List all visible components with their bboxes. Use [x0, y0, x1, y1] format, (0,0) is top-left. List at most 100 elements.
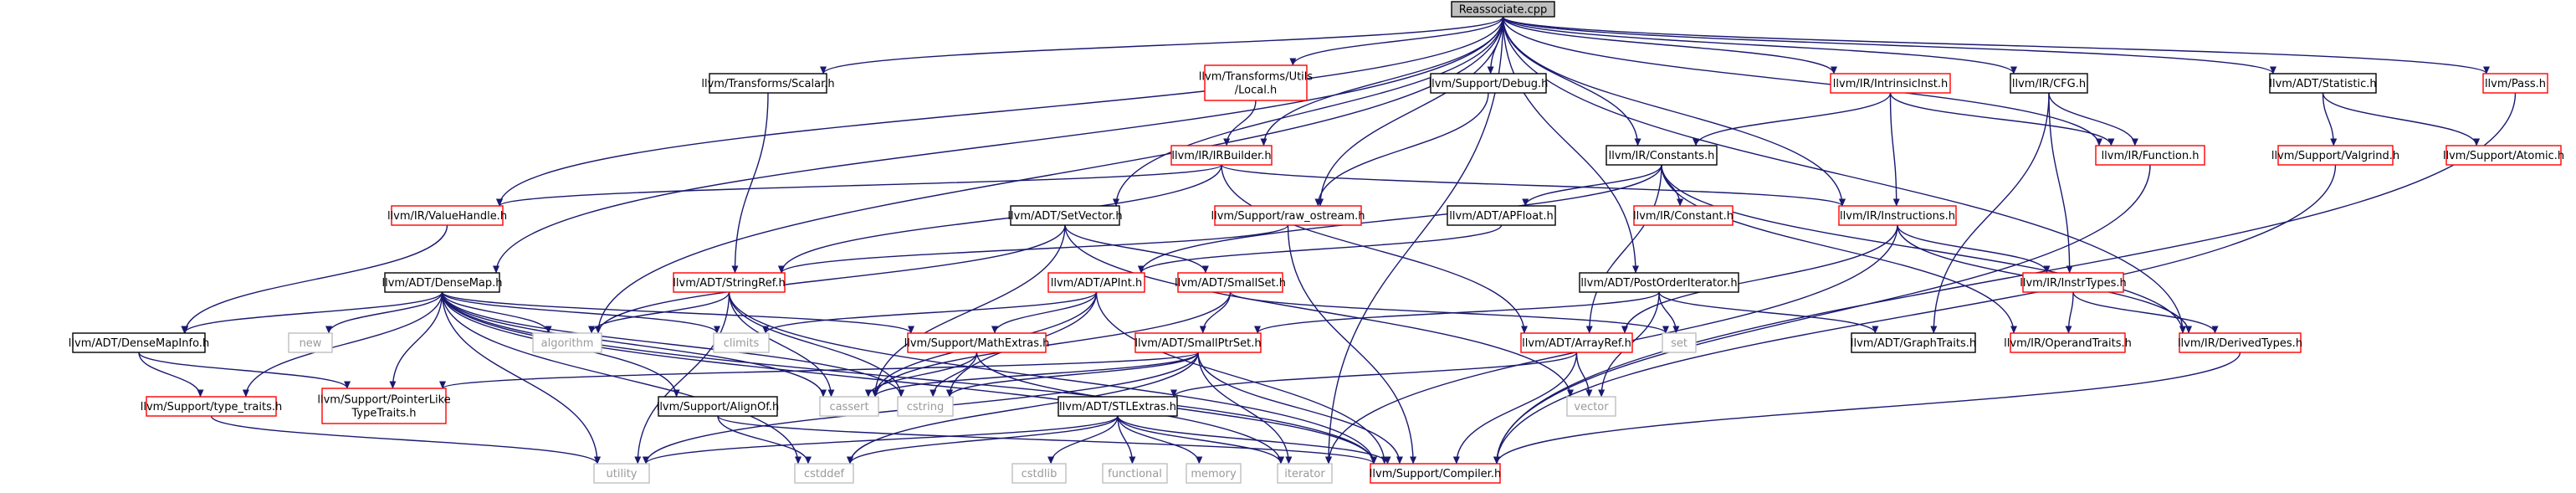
- node-densemapinfo[interactable]: llvm/ADT/DenseMapInfo.h: [69, 332, 209, 353]
- node-cstddef[interactable]: cstddef: [794, 463, 854, 484]
- node-apfloat[interactable]: llvm/ADT/APFloat.h: [1447, 205, 1556, 226]
- node-irbuilder[interactable]: llvm/IR/IRBuilder.h: [1170, 145, 1273, 166]
- node-apint-box: [1047, 272, 1145, 293]
- node-valgrind[interactable]: llvm/Support/Valgrind.h: [2271, 145, 2399, 166]
- node-stringref[interactable]: llvm/ADT/StringRef.h: [673, 272, 786, 293]
- node-alignof-label: llvm/Support/AlignOf.h: [657, 401, 780, 413]
- node-cstdlib[interactable]: cstdlib: [1011, 463, 1067, 484]
- edge-constants-to-apfloat: [1522, 164, 1662, 207]
- node-new-label: new: [300, 337, 322, 350]
- node-intrinsic-box: [1830, 73, 1951, 94]
- node-smallptrset-box: [1134, 332, 1262, 353]
- node-graphtraits[interactable]: llvm/ADT/GraphTraits.h: [1851, 332, 1976, 353]
- node-instructions-box: [1838, 205, 1957, 226]
- node-cfg-box: [2010, 73, 2088, 94]
- edge-instrtypes-to-operandtraits: [2065, 291, 2074, 334]
- node-algorithm[interactable]: algorithm: [532, 332, 602, 353]
- node-new[interactable]: new: [288, 332, 333, 353]
- node-pointerlike-label: TypeTraits.h: [351, 408, 416, 420]
- node-compiler[interactable]: llvm/Support/Compiler.h: [1370, 463, 1501, 484]
- edge-smallset-to-cassert: [872, 291, 1232, 398]
- edge-instructions-to-instrtypes: [1897, 224, 2051, 274]
- node-cassert[interactable]: cassert: [819, 396, 879, 417]
- node-instructions[interactable]: llvm/IR/Instructions.h: [1838, 205, 1957, 226]
- node-root-label: Reassociate.cpp: [1459, 4, 1548, 17]
- node-functional[interactable]: functional: [1102, 463, 1168, 484]
- node-cstring-label: cstring: [907, 401, 944, 413]
- edge-root-to-local: [1289, 16, 1504, 66]
- node-constant[interactable]: llvm/IR/Constant.h: [1633, 205, 1734, 226]
- edge-root-to-postorder: [1502, 16, 1640, 274]
- node-smallset[interactable]: llvm/ADT/SmallSet.h: [1175, 272, 1286, 293]
- node-typetraits[interactable]: llvm/Support/type_traits.h: [141, 396, 283, 417]
- edge-root-to-cfg: [1502, 16, 2017, 74]
- node-compiler-box: [1370, 463, 1501, 484]
- edge-scalar-to-stringref: [731, 92, 769, 274]
- node-set[interactable]: set: [1662, 332, 1697, 353]
- edge-rawostream-to-compiler: [1287, 224, 1417, 465]
- node-constants[interactable]: llvm/IR/Constants.h: [1606, 145, 1718, 166]
- node-intrinsic[interactable]: llvm/IR/IntrinsicInst.h: [1830, 73, 1951, 94]
- node-local-label: llvm/Transforms/Utils: [1199, 71, 1314, 84]
- node-cfg[interactable]: llvm/IR/CFG.h: [2010, 73, 2088, 94]
- node-root[interactable]: Reassociate.cpp: [1451, 1, 1555, 18]
- node-derivedtypes[interactable]: llvm/IR/DerivedTypes.h: [2178, 332, 2302, 353]
- node-valuehandle[interactable]: llvm/IR/ValueHandle.h: [387, 205, 507, 226]
- node-iterator[interactable]: iterator: [1277, 463, 1333, 484]
- node-utility[interactable]: utility: [593, 463, 650, 484]
- edge-root-to-function: [1502, 16, 2102, 146]
- node-statistic[interactable]: llvm/ADT/Statistic.h: [2269, 73, 2377, 94]
- node-densemap[interactable]: llvm/ADT/DenseMap.h: [382, 272, 503, 293]
- node-pass[interactable]: llvm/Pass.h: [2482, 73, 2548, 94]
- node-stlextras-box: [1058, 396, 1178, 417]
- node-functional-box: [1102, 463, 1168, 484]
- edge-postorder-to-smallptrset: [1254, 291, 1660, 334]
- node-stlextras[interactable]: llvm/ADT/STLExtras.h: [1058, 396, 1178, 417]
- node-instrtypes[interactable]: llvm/IR/InstrTypes.h: [2020, 272, 2127, 293]
- node-cstddef-label: cstddef: [804, 468, 845, 480]
- edge-stringref-to-algorithm: [588, 291, 730, 334]
- node-smallptrset[interactable]: llvm/ADT/SmallPtrSet.h: [1134, 332, 1262, 353]
- node-alignof[interactable]: llvm/Support/AlignOf.h: [657, 396, 780, 417]
- node-climits-label: climits: [724, 337, 760, 350]
- node-arrayref[interactable]: llvm/ADT/ArrayRef.h: [1520, 332, 1633, 353]
- node-rawostream[interactable]: llvm/Support/raw_ostream.h: [1211, 205, 1365, 226]
- node-rawostream-label: llvm/Support/raw_ostream.h: [1211, 210, 1365, 223]
- node-operandtraits[interactable]: llvm/IR/OperandTraits.h: [2004, 332, 2132, 353]
- edge-stlextras-to-functional: [1117, 415, 1136, 465]
- node-intrinsic-label: llvm/IR/IntrinsicInst.h: [1833, 78, 1948, 90]
- edge-alignof-to-cstddef: [717, 415, 812, 465]
- edge-densemap-to-algorithm: [441, 291, 552, 334]
- node-mathextras[interactable]: llvm/Support/MathExtras.h: [904, 332, 1050, 353]
- node-scalar-box: [709, 73, 827, 94]
- edge-mathextras-to-cstring: [930, 352, 978, 398]
- node-climits[interactable]: climits: [713, 332, 770, 353]
- node-mathextras-box: [907, 332, 1047, 353]
- node-memory[interactable]: memory: [1186, 463, 1242, 484]
- node-postorder[interactable]: llvm/ADT/PostOrderIterator.h: [1579, 272, 1739, 293]
- edge-densemap-to-cstddef: [441, 291, 801, 465]
- node-apint[interactable]: llvm/ADT/APInt.h: [1047, 272, 1145, 293]
- edge-statistic-to-atomic: [2322, 92, 2481, 146]
- edge-smallptrset-to-cstring: [946, 352, 1199, 398]
- node-stlextras-label: llvm/ADT/STLExtras.h: [1059, 401, 1176, 413]
- node-graphtraits-box: [1851, 332, 1976, 353]
- node-smallset-box: [1177, 272, 1283, 293]
- edge-root-to-rawostream: [1317, 16, 1504, 207]
- node-local-box: [1204, 64, 1308, 101]
- node-scalar[interactable]: llvm/Transforms/Scalar.h: [701, 73, 835, 94]
- node-atomic[interactable]: llvm/Support/Atomic.h: [2443, 145, 2564, 166]
- node-function[interactable]: llvm/IR/Function.h: [2095, 145, 2205, 166]
- node-local[interactable]: llvm/Transforms/Utils/Local.h: [1199, 64, 1314, 101]
- node-debug[interactable]: llvm/Support/Debug.h: [1429, 73, 1549, 94]
- edge-postorder-to-graphtraits: [1658, 291, 1879, 334]
- node-vector[interactable]: vector: [1566, 396, 1616, 417]
- node-postorder-box: [1579, 272, 1739, 293]
- node-stringref-box: [673, 272, 786, 293]
- node-setvector[interactable]: llvm/ADT/SetVector.h: [1007, 205, 1123, 226]
- node-statistic-box: [2269, 73, 2377, 94]
- edge-root-to-instructions: [1502, 16, 1846, 207]
- node-utility-box: [593, 463, 650, 484]
- node-cstring[interactable]: cstring: [897, 396, 954, 417]
